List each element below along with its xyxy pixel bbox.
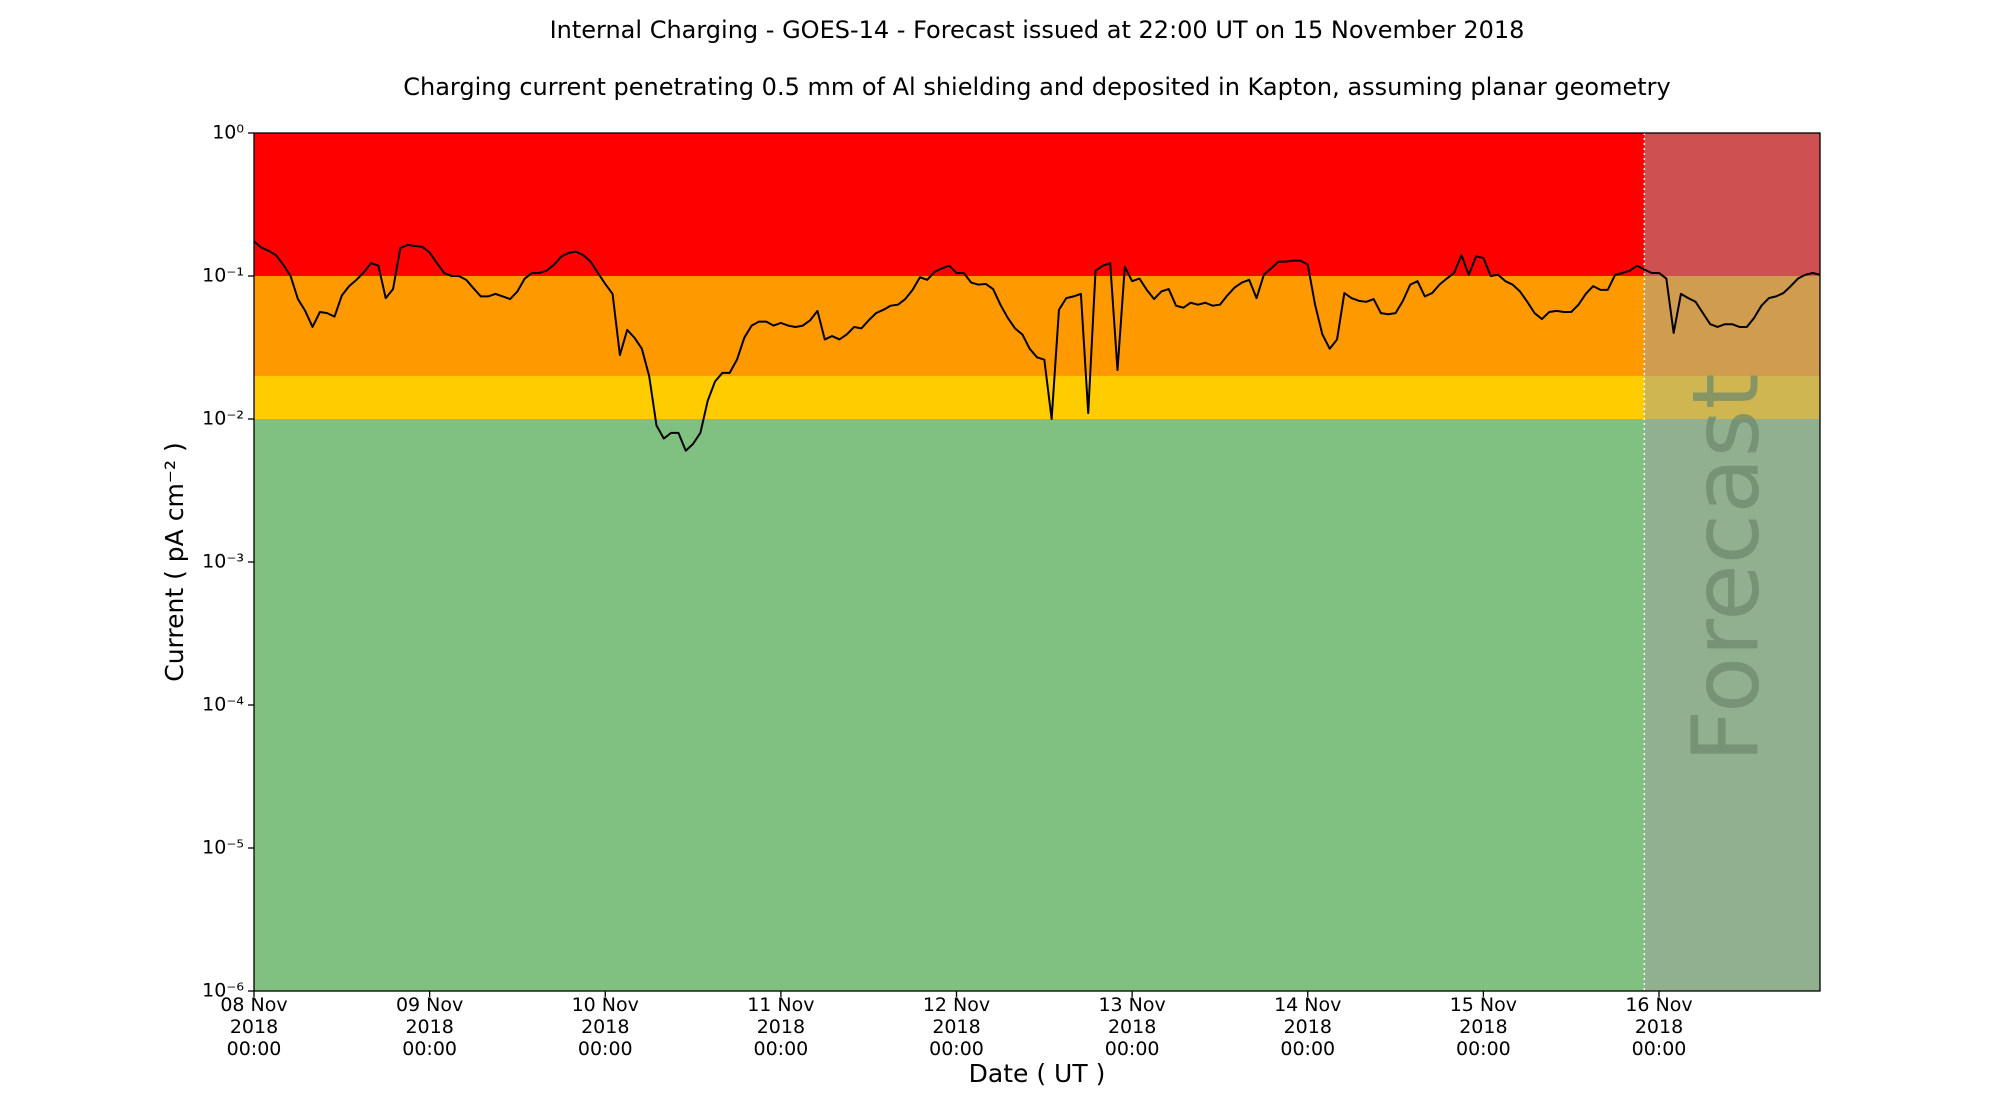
- x-axis-label: Date ( UT ): [969, 1059, 1106, 1088]
- data-line: [253, 240, 1821, 452]
- x-tick-label-line: 14 Nov: [1274, 994, 1341, 1016]
- x-tick-label-line: 00:00: [1456, 1038, 1511, 1060]
- x-tick-label-line: 2018: [405, 1016, 453, 1038]
- x-tick-label-line: 00:00: [578, 1038, 633, 1060]
- x-tick-label-line: 11 Nov: [747, 994, 814, 1016]
- x-tick-label-line: 12 Nov: [923, 994, 990, 1016]
- x-tick-label: 08 Nov 2018 00:00: [220, 994, 287, 1060]
- x-tick-label-line: 00:00: [402, 1038, 457, 1060]
- y-tick-label: 10⁻²: [202, 408, 244, 430]
- x-tick-label-line: 00:00: [227, 1038, 282, 1060]
- y-tick-label: 10⁻³: [202, 551, 244, 573]
- risk-band: [254, 276, 1820, 376]
- x-tick-label-line: 2018: [581, 1016, 629, 1038]
- x-tick-label-line: 13 Nov: [1098, 994, 1165, 1016]
- x-tick-label-line: 00:00: [929, 1038, 984, 1060]
- forecast-region: [1644, 133, 1820, 991]
- x-tick-label: 14 Nov 2018 00:00: [1274, 994, 1341, 1060]
- x-tick-label: 11 Nov 2018 00:00: [747, 994, 814, 1060]
- x-tick-label-line: 15 Nov: [1450, 994, 1517, 1016]
- x-tick-label-line: 2018: [1284, 1016, 1332, 1038]
- x-tick-label: 16 Nov 2018 00:00: [1625, 994, 1692, 1060]
- x-tick-label-line: 2018: [1108, 1016, 1156, 1038]
- x-tick-label: 10 Nov 2018 00:00: [572, 994, 639, 1060]
- x-tick-label: 12 Nov 2018 00:00: [923, 994, 990, 1060]
- x-tick-label-line: 00:00: [1632, 1038, 1687, 1060]
- y-axis-label: Current ( pA cm⁻² ): [160, 442, 189, 681]
- risk-band: [254, 419, 1820, 991]
- chart-title: Internal Charging - GOES-14 - Forecast i…: [550, 16, 1525, 44]
- chart-subtitle: Charging current penetrating 0.5 mm of A…: [403, 73, 1671, 101]
- x-tick-label-line: 2018: [757, 1016, 805, 1038]
- forecast-annotation: Forecast: [1673, 373, 1780, 762]
- risk-band: [254, 133, 1820, 276]
- y-tick-label: 10⁻⁶: [202, 980, 244, 1002]
- x-tick-label-line: 00:00: [1105, 1038, 1160, 1060]
- x-tick-label-line: 2018: [1635, 1016, 1683, 1038]
- x-tick-label-line: 16 Nov: [1625, 994, 1692, 1016]
- x-tick-label: 13 Nov 2018 00:00: [1098, 994, 1165, 1060]
- x-tick-label-line: 09 Nov: [396, 994, 463, 1016]
- x-tick-label-line: 08 Nov: [220, 994, 287, 1016]
- x-tick-label: 15 Nov 2018 00:00: [1450, 994, 1517, 1060]
- plot-area: Forecast: [253, 133, 1821, 991]
- x-tick-label-line: 2018: [1459, 1016, 1507, 1038]
- y-tick-label: 10⁻¹: [202, 265, 244, 287]
- x-tick-label: 09 Nov 2018 00:00: [396, 994, 463, 1060]
- risk-band: [254, 375, 1820, 419]
- x-tick-label-line: 00:00: [753, 1038, 808, 1060]
- y-tick-label: 10⁻⁴: [202, 694, 244, 716]
- y-tick-label: 10⁻⁵: [202, 837, 244, 859]
- x-tick-label-line: 10 Nov: [572, 994, 639, 1016]
- y-tick-label: 10⁰: [212, 122, 244, 144]
- x-tick-label-line: 2018: [932, 1016, 980, 1038]
- x-tick-label-line: 2018: [230, 1016, 278, 1038]
- x-tick-label-line: 00:00: [1280, 1038, 1335, 1060]
